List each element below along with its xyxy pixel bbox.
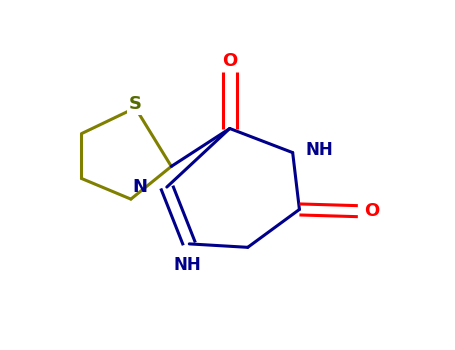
Text: N: N (132, 178, 147, 196)
Text: NH: NH (306, 141, 334, 159)
Text: O: O (222, 52, 238, 70)
Text: NH: NH (173, 256, 201, 274)
Text: S: S (129, 96, 142, 113)
Text: O: O (364, 202, 379, 220)
